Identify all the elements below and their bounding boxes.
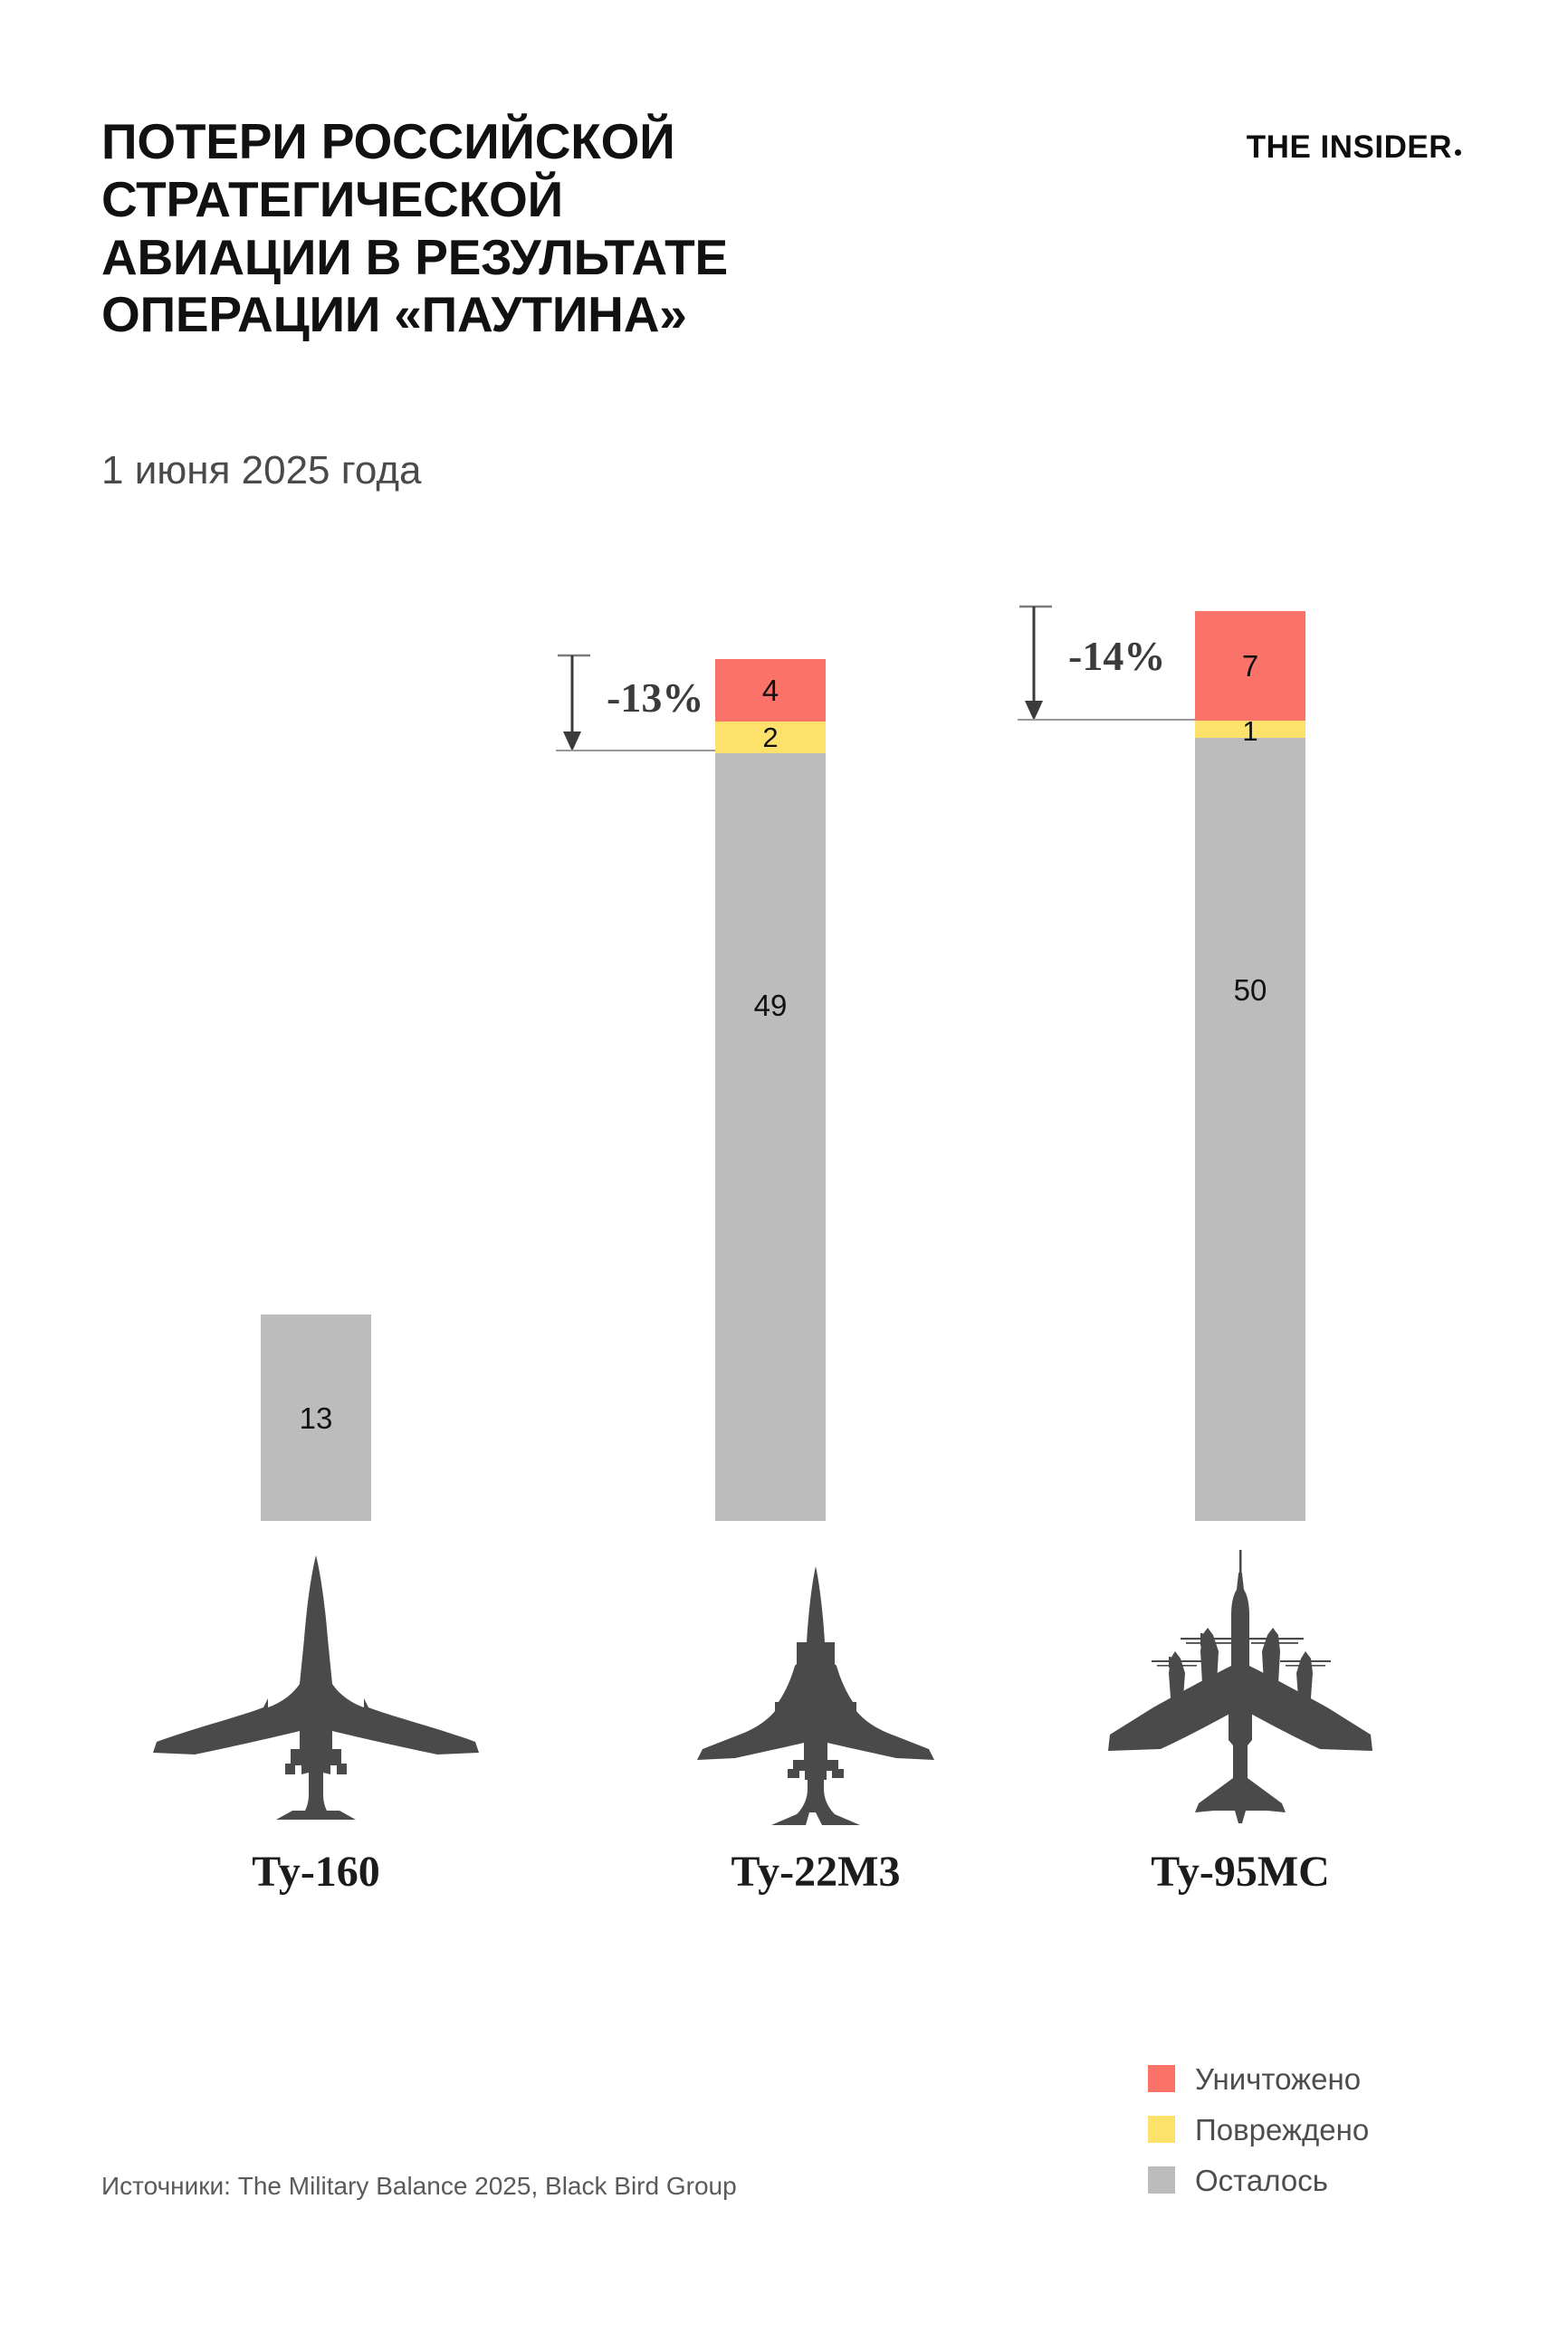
tu95ms-plane-icon [1108, 1550, 1372, 1823]
bar-segment-damaged-tu22m3[interactable]: 2 [715, 722, 826, 753]
tu22m3-plane-icon [697, 1566, 934, 1825]
legend-label-remaining: Осталось [1195, 2163, 1328, 2197]
bar-segment-destroyed-tu95ms[interactable]: 7 [1195, 611, 1305, 721]
bar-segment-label-damaged-tu95ms: 1 [1242, 715, 1258, 747]
legend-swatch-remaining [1148, 2166, 1175, 2194]
source-note: Источники: The Military Balance 2025, Bl… [101, 2172, 737, 2200]
annotation-tu95ms: -14% [1012, 605, 1305, 722]
page-subtitle: 1 июня 2025 года [101, 448, 422, 492]
legend-label-destroyed: Уничтожено [1195, 2061, 1362, 2096]
page-title-line-1: ПОТЕРИ РОССИЙСКОЙ [101, 113, 675, 169]
bar-group-tu160: 13 [261, 1315, 371, 1521]
chart-legend: Уничтожено Повреждено Осталось [1148, 2055, 1492, 2207]
category-label-tu22m3: Ту-22М3 [731, 1848, 901, 1896]
bar-segment-remaining-tu160[interactable]: 13 [261, 1315, 371, 1521]
page-title-line-4: ОПЕРАЦИИ «ПАУТИНА» [101, 286, 687, 343]
page-title-line-2: СТРАТЕГИЧЕСКОЙ [101, 170, 563, 227]
legend-item-damaged[interactable]: Повреждено [1148, 2106, 1492, 2153]
legend-swatch-damaged [1148, 2116, 1175, 2143]
bar-segment-label-damaged-tu22m3: 2 [762, 722, 779, 753]
annotation-arrow-icon-tu95ms [1019, 605, 1052, 721]
page-title-line-3: АВИАЦИИ В РЕЗУЛЬТАТЕ [101, 228, 729, 285]
bar-segment-remaining-tu22m3[interactable]: 49 [715, 753, 826, 1521]
bar-stack-tu95ms: 7 1 50 [1195, 611, 1305, 1521]
bar-stack-tu22m3: 4 2 49 [715, 659, 826, 1521]
legend-item-remaining[interactable]: Осталось [1148, 2156, 1492, 2204]
bar-segment-remaining-tu95ms[interactable]: 50 [1195, 738, 1305, 1521]
bar-segment-damaged-tu95ms[interactable]: 1 [1195, 717, 1305, 745]
bar-segment-label-remaining-tu160: 13 [299, 1401, 333, 1435]
bar-segment-label-remaining-tu95ms: 50 [1233, 973, 1267, 1007]
bar-group-tu95ms: 7 1 50 [1195, 611, 1305, 1521]
annotation-arrow-icon-tu22m3 [558, 654, 590, 751]
brand-logo: THE INSIDER [1247, 129, 1461, 166]
bar-stack-tu160: 13 [261, 1315, 371, 1521]
bar-segment-destroyed-tu22m3[interactable]: 4 [715, 659, 826, 722]
annotation-label-tu95ms: -14% [1068, 633, 1166, 679]
annotation-label-tu22m3: -13% [607, 674, 704, 721]
annotation-tu22m3: -13% [550, 654, 817, 753]
header: ПОТЕРИ РОССИЙСКОЙ СТРАТЕГИЧЕСКОЙ АВИАЦИИ… [0, 0, 1568, 543]
bar-segment-label-remaining-tu22m3: 49 [753, 989, 788, 1022]
page-title: ПОТЕРИ РОССИЙСКОЙ СТРАТЕГИЧЕСКОЙ АВИАЦИИ… [101, 113, 1007, 344]
category-label-tu160: Ту-160 [252, 1848, 380, 1896]
legend-label-damaged: Повреждено [1195, 2112, 1370, 2146]
tu160-plane-icon [153, 1555, 479, 1820]
brand-logo-text: THE INSIDER [1246, 129, 1452, 165]
bar-segment-label-destroyed-tu95ms: 7 [1241, 649, 1259, 683]
bar-segment-label-destroyed-tu22m3: 4 [761, 674, 779, 707]
category-label-tu95ms: Ту-95МС [1151, 1848, 1330, 1896]
legend-swatch-destroyed [1148, 2065, 1175, 2092]
legend-item-destroyed[interactable]: Уничтожено [1148, 2055, 1492, 2102]
bar-group-tu22m3: 4 2 49 [715, 659, 826, 1521]
brand-logo-dot-icon [1455, 149, 1461, 156]
